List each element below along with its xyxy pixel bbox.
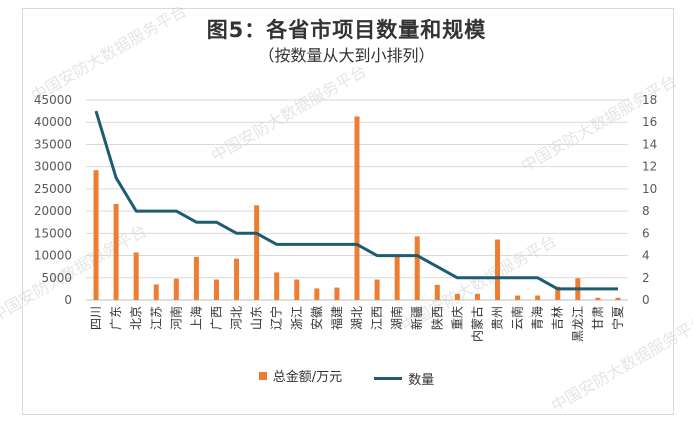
chart-title: 图5：各省市项目数量和规模 bbox=[206, 18, 487, 42]
y-right-tick-label: 10 bbox=[642, 182, 657, 196]
bar bbox=[515, 295, 521, 300]
x-tick-label: 广东 bbox=[109, 306, 123, 330]
bar bbox=[595, 297, 601, 300]
bar-series bbox=[93, 116, 621, 300]
x-tick-label: 福建 bbox=[329, 306, 344, 330]
x-tick-label: 河北 bbox=[230, 306, 244, 330]
bar bbox=[153, 284, 159, 300]
bar bbox=[474, 293, 480, 300]
y-axis-right: 0 2 4 6 8 10 12 14 16 18 bbox=[642, 93, 657, 307]
x-tick-label: 青海 bbox=[530, 306, 545, 330]
x-tick-label: 湖北 bbox=[349, 306, 364, 330]
legend-swatch-line bbox=[374, 376, 403, 380]
x-tick-label: 内蒙古 bbox=[469, 306, 484, 342]
y-right-tick-label: 18 bbox=[642, 93, 657, 107]
bar bbox=[254, 205, 260, 300]
legend-label-line: 数量 bbox=[408, 372, 435, 388]
y-right-tick-label: 12 bbox=[642, 160, 657, 174]
x-tick-label: 甘肃 bbox=[591, 306, 605, 330]
bar bbox=[334, 287, 340, 300]
chart-subtitle: （按数量从大到小排列） bbox=[258, 46, 435, 65]
bar bbox=[294, 279, 300, 300]
y-right-tick-label: 8 bbox=[642, 204, 650, 218]
y-right-tick-label: 4 bbox=[642, 249, 650, 263]
x-tick-label: 四川 bbox=[89, 306, 103, 330]
bar bbox=[414, 236, 420, 300]
y-right-tick-label: 0 bbox=[642, 293, 650, 307]
x-tick-label: 辽宁 bbox=[269, 306, 284, 330]
bar bbox=[354, 116, 360, 300]
bar bbox=[113, 204, 119, 300]
y-left-tick-label: 35000 bbox=[34, 137, 72, 151]
bar bbox=[193, 256, 199, 300]
y-right-tick-label: 2 bbox=[642, 271, 650, 285]
bar bbox=[274, 272, 280, 300]
y-axis-left: 0 5000 10000 15000 20000 25000 30000 35000 40000… bbox=[34, 93, 72, 307]
y-left-tick-label: 25000 bbox=[34, 182, 72, 196]
bar bbox=[615, 297, 621, 300]
bar bbox=[173, 278, 179, 300]
x-tick-label: 吉林 bbox=[551, 306, 565, 330]
y-left-tick-label: 40000 bbox=[34, 115, 72, 129]
y-left-tick-label: 10000 bbox=[34, 249, 72, 263]
x-tick-label: 北京 bbox=[129, 306, 143, 330]
bar bbox=[133, 252, 139, 300]
y-left-tick-label: 30000 bbox=[34, 160, 72, 174]
y-left-tick-label: 15000 bbox=[34, 226, 72, 240]
y-right-tick-label: 16 bbox=[642, 115, 657, 129]
bar bbox=[314, 288, 320, 300]
bar bbox=[555, 286, 561, 300]
x-tick-label: 江西 bbox=[370, 306, 384, 330]
x-tick-label: 新疆 bbox=[409, 306, 424, 330]
x-tick-label: 湖南 bbox=[389, 306, 404, 330]
y-left-tick-label: 0 bbox=[64, 293, 72, 307]
x-tick-label: 黑龙江 bbox=[571, 306, 585, 342]
x-tick-label: 河南 bbox=[168, 306, 183, 330]
y-right-tick-label: 14 bbox=[642, 137, 657, 151]
x-tick-label: 贵州 bbox=[491, 306, 505, 330]
bar bbox=[93, 170, 99, 300]
x-axis: 四川 广东 北京 江苏 河南 上海 广西 河北 山东 辽宁 浙江 安徽 福建 湖北 江西 湖南 新疆 陕西 重庆 内蒙… bbox=[89, 306, 625, 342]
legend-item-line: 数量 bbox=[374, 369, 434, 388]
y-right-tick-label: 6 bbox=[642, 226, 650, 240]
legend: 总金额/万元 数量 bbox=[0, 366, 693, 388]
bar bbox=[374, 279, 380, 300]
bar bbox=[454, 293, 460, 300]
x-tick-label: 陕西 bbox=[429, 306, 444, 330]
y-left-tick-label: 5000 bbox=[41, 271, 72, 285]
bar bbox=[394, 256, 400, 300]
x-tick-label: 江苏 bbox=[149, 306, 163, 330]
x-tick-label: 广西 bbox=[209, 306, 223, 330]
legend-label-bar: 总金额/万元 bbox=[272, 370, 343, 385]
line-series bbox=[94, 110, 619, 291]
x-tick-label: 浙江 bbox=[290, 306, 304, 330]
x-tick-label: 宁夏 bbox=[610, 306, 625, 330]
bar bbox=[234, 258, 240, 300]
x-tick-label: 安徽 bbox=[309, 306, 324, 330]
bar bbox=[495, 239, 501, 300]
y-left-tick-label: 45000 bbox=[34, 93, 72, 107]
legend-item-bar: 总金额/万元 bbox=[258, 366, 343, 385]
bar bbox=[434, 284, 440, 300]
x-tick-label: 山东 bbox=[250, 306, 264, 330]
x-tick-label: 云南 bbox=[510, 306, 525, 330]
legend-swatch-bar bbox=[258, 371, 267, 380]
bar bbox=[213, 279, 219, 300]
x-tick-label: 上海 bbox=[188, 306, 203, 330]
x-tick-label: 重庆 bbox=[450, 306, 464, 330]
y-left-tick-label: 20000 bbox=[34, 204, 72, 218]
bar bbox=[535, 295, 541, 300]
